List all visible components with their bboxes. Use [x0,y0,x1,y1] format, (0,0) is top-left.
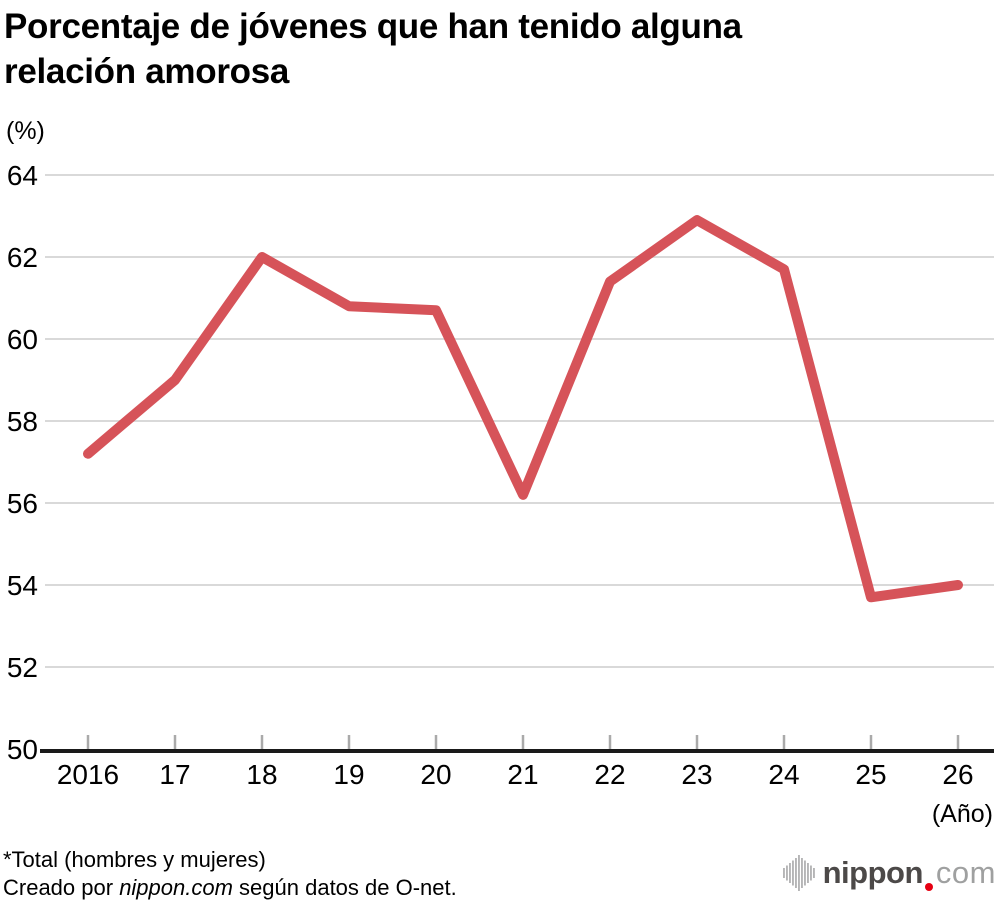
x-tick-label-2016: 2016 [57,759,119,790]
logo-bar [797,855,800,891]
footnote-total: *Total (hombres y mujeres) [3,847,266,872]
x-tick-label-23: 23 [681,759,712,790]
x-axis-unit-label: (Año) [931,800,993,828]
logo-bar [812,868,815,878]
x-tick-label-26: 26 [942,759,973,790]
y-tick-label-56: 56 [7,488,38,519]
credit-prefix: Creado por [3,875,120,900]
y-tick-label-50: 50 [7,734,38,765]
y-tick-label-52: 52 [7,652,38,683]
nippon-logo: nippon com [782,853,996,893]
y-tick-label-64: 64 [7,160,38,191]
x-tick-label-22: 22 [594,759,625,790]
credit-brand: nippon.com [119,875,233,900]
logo-name-text: nippon [822,855,924,890]
x-tick-label-19: 19 [333,759,364,790]
footnote-credit: Creado por nippon.com según datos de O-n… [3,875,457,901]
x-tick-label-18: 18 [246,759,277,790]
y-tick-label-54: 54 [7,570,38,601]
line-chart: 64 62 60 58 56 54 52 50 2016 17 18 19 20 21 22 23 24 25 26 [7,160,994,790]
logo-bar [800,858,803,888]
x-tick-label-17: 17 [159,759,190,790]
logo-bar [803,860,806,886]
logo-bar [806,863,809,883]
logo-tld-text: com [935,855,996,890]
chart-title-line2: relación amorosa [4,52,290,91]
y-tick-label-60: 60 [7,324,38,355]
logo-bar [809,865,812,881]
credit-suffix: según datos de O-net. [232,875,457,900]
logo-bar [794,858,797,888]
data-line-total [83,215,963,603]
y-tick-label-58: 58 [7,406,38,437]
soundwave-bars-icon [782,855,815,891]
chart-title-line1: Porcentaje de jóvenes que han tenido alg… [4,7,742,46]
logo-bar [788,863,791,883]
x-tick-label-25: 25 [855,759,886,790]
logo-bar [785,865,788,881]
x-tick-label-20: 20 [420,759,451,790]
logo-bar [791,860,794,886]
x-tick-label-21: 21 [507,759,538,790]
logo-red-dot [924,883,933,891]
y-axis-unit-label: (%) [6,117,45,145]
y-tick-label-62: 62 [7,242,38,273]
logo-bar [782,868,785,878]
chart-title: Porcentaje de jóvenes que han tenido alg… [4,4,924,94]
x-tick-label-24: 24 [768,759,799,790]
